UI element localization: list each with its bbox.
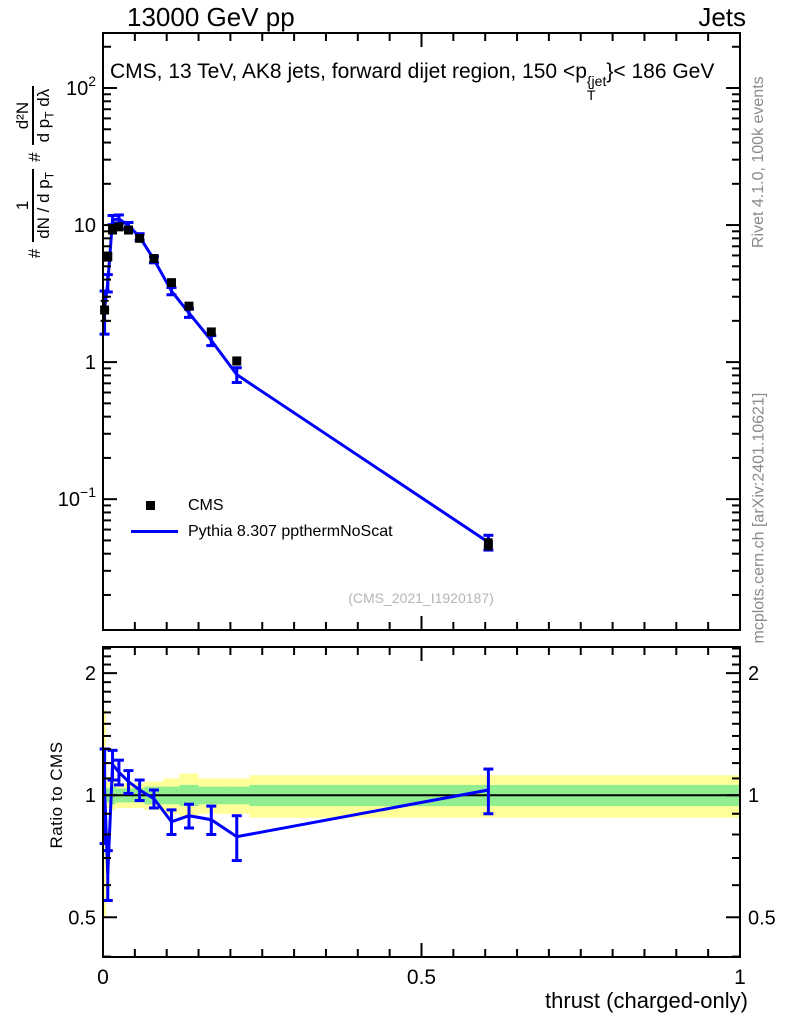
x-tick-label: 1 bbox=[734, 966, 746, 989]
process-label: Jets bbox=[698, 2, 746, 32]
ylabel-fraction-1: 1 dN / d pT bbox=[12, 168, 58, 242]
ylabel-frac1-denominator: dN / d pT bbox=[34, 171, 57, 239]
x-tick-label: 0.5 bbox=[407, 966, 436, 989]
y-tick-label: 102 bbox=[66, 73, 96, 100]
axis-ticks bbox=[102, 33, 741, 958]
ratio-tick-label-left: 2 bbox=[85, 663, 96, 685]
ylabel-frac2-numerator: d²N bbox=[12, 85, 35, 146]
ylabel-hash-2: # bbox=[25, 152, 44, 162]
rivet-version-label: Rivet 4.1.0, 100k events bbox=[749, 76, 767, 248]
legend-label-cms: CMS bbox=[188, 497, 224, 514]
y-tick-label: 1 bbox=[85, 352, 96, 374]
ratio-tick-label-right: 1 bbox=[748, 785, 759, 807]
mcplots-reference-label: mcplots.cern.ch [arXiv:2401.10621] bbox=[750, 392, 767, 644]
legend-label-pythia: Pythia 8.307 ppthermNoScat bbox=[188, 523, 393, 540]
pt-superscript: {jet bbox=[586, 73, 607, 89]
beam-energy-label: 13000 GeV pp bbox=[127, 2, 295, 32]
y-tick-label: 10−1 bbox=[58, 484, 96, 511]
pythia-main-series bbox=[99, 213, 494, 552]
ylabel-frac2-denominator: d pT dλ bbox=[34, 88, 57, 143]
x-tick-label: 0 bbox=[97, 966, 109, 989]
ylabel-frac1-numerator: 1 bbox=[12, 168, 35, 242]
y-tick-label: 10 bbox=[74, 215, 96, 237]
tick-labels: 102 10 1 10−1 0.5 0.5 1 1 2 2 0 0.5 1 bbox=[58, 73, 776, 989]
pt-subscript: T bbox=[586, 87, 596, 103]
plot-title: CMS, 13 TeV, AK8 jets, forward dijet reg… bbox=[110, 60, 714, 102]
x-axis-title: thrust (charged-only) bbox=[545, 988, 748, 1013]
y-axis-title: # 1 dN / d pT # d²N d pT dλ bbox=[5, 38, 65, 306]
ratio-tick-label-right: 0.5 bbox=[748, 907, 776, 929]
ratio-tick-label-left: 0.5 bbox=[68, 907, 96, 929]
cms-main-series bbox=[100, 222, 493, 551]
ylabel-fraction-2: d²N d pT dλ bbox=[12, 85, 58, 146]
ratio-y-axis-title: Ratio to CMS bbox=[47, 741, 66, 849]
ratio-tick-label-right: 2 bbox=[748, 663, 759, 685]
plot-title-text: CMS, 13 TeV, AK8 jets, forward dijet reg… bbox=[110, 60, 587, 83]
legend-marker-cms bbox=[146, 501, 155, 510]
ratio-uncertainty-band-outer bbox=[103, 710, 740, 918]
legend-marker-pythia-line bbox=[131, 530, 178, 533]
analysis-id-watermark: (CMS_2021_I1920187) bbox=[348, 590, 494, 606]
ratio-tick-label-left: 1 bbox=[85, 785, 96, 807]
ylabel-hash-1: # bbox=[25, 248, 44, 259]
plot-title-range: }< 186 GeV bbox=[606, 60, 715, 83]
pythia-ratio-series bbox=[99, 747, 494, 902]
pt-superscript-subscript: {jet T bbox=[587, 74, 606, 102]
